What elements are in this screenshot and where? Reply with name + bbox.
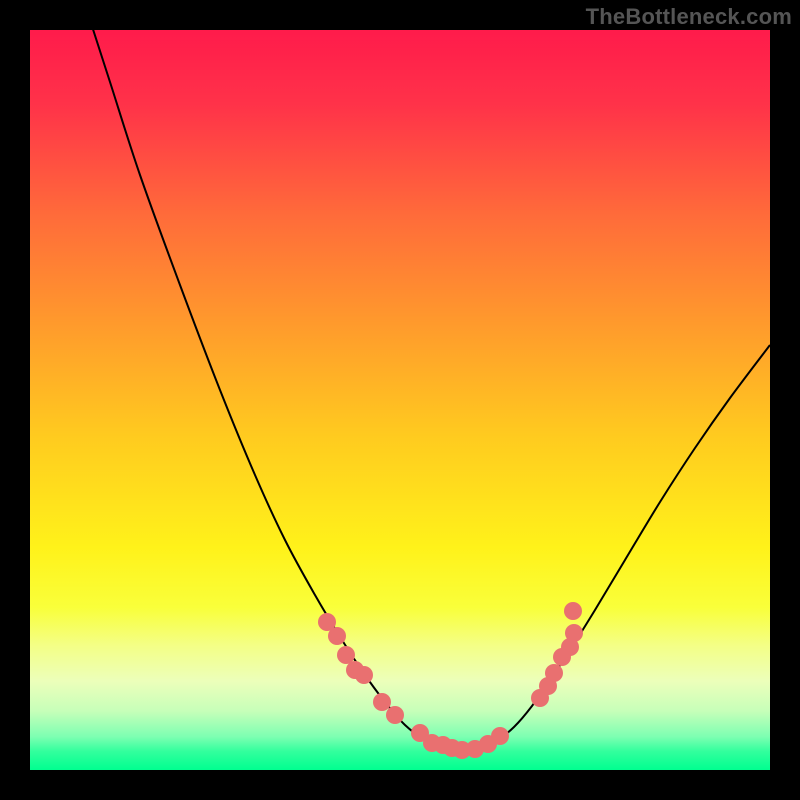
watermark-text: TheBottleneck.com xyxy=(586,4,792,30)
chart-frame: TheBottleneck.com xyxy=(0,0,800,800)
chart-plot-area xyxy=(30,30,770,770)
